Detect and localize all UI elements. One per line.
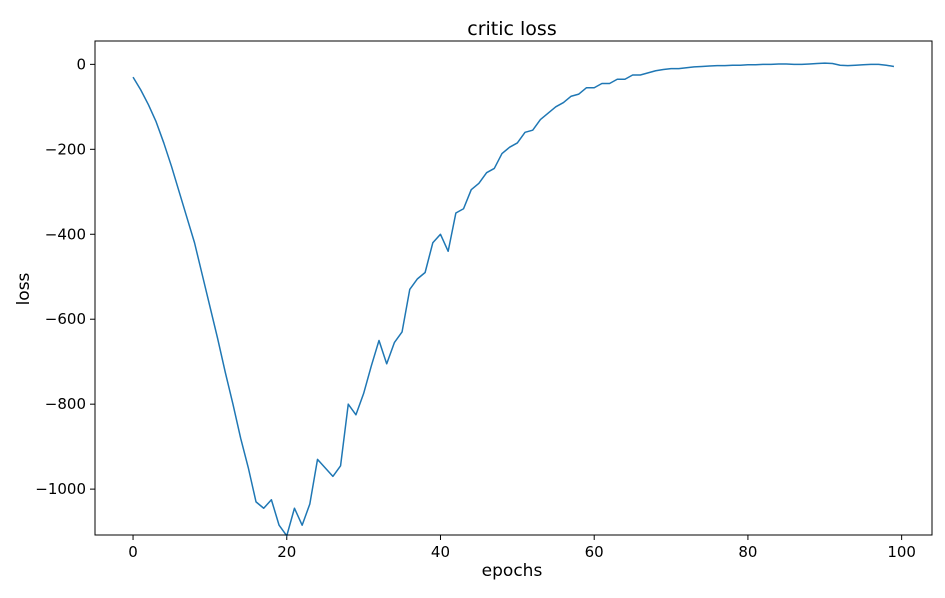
y-tick-label: −400 <box>45 225 86 243</box>
x-tick-label: 100 <box>887 543 916 561</box>
y-axis-ticks: 0 −200 −400 −600 −800 −1000 <box>35 55 95 498</box>
y-tick-label: −200 <box>45 140 86 158</box>
x-tick-label: 60 <box>585 543 604 561</box>
x-tick-label: 80 <box>738 543 757 561</box>
y-tick-label: −800 <box>45 395 86 413</box>
y-tick-label: −1000 <box>35 480 86 498</box>
x-tick-label: 20 <box>277 543 296 561</box>
y-tick-label: 0 <box>76 55 86 73</box>
x-tick-label: 0 <box>128 543 138 561</box>
x-axis-label: epochs <box>482 561 543 581</box>
y-tick-label: −600 <box>45 310 86 328</box>
x-tick-label: 40 <box>431 543 450 561</box>
y-axis-label: loss <box>14 272 34 305</box>
chart-title: critic loss <box>467 18 556 40</box>
series-line <box>132 62 895 537</box>
plot-area-frame <box>94 40 933 536</box>
x-axis-ticks: 0 20 40 60 80 100 <box>128 535 916 561</box>
